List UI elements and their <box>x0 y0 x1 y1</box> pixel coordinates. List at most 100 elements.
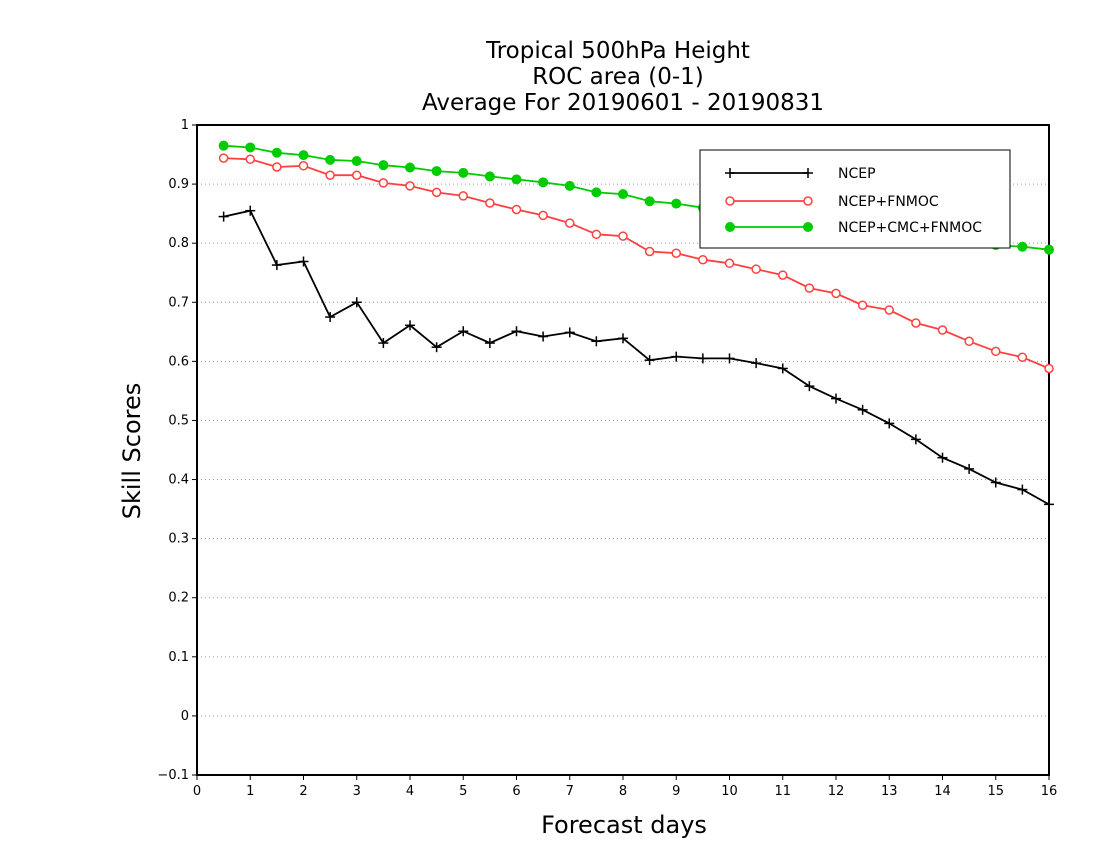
x-tick-label: 14 <box>934 784 951 799</box>
data-point <box>325 154 336 165</box>
chart-title-line-2: ROC area (0-1) <box>532 64 704 90</box>
data-point <box>618 333 628 344</box>
data-point <box>910 434 921 445</box>
data-point <box>1017 241 1028 252</box>
y-tick-label: −0.1 <box>157 768 189 783</box>
data-point <box>484 338 495 349</box>
chart-title-line-1: Tropical 500hPa Height <box>485 38 750 64</box>
data-point <box>245 142 256 153</box>
data-point <box>298 161 309 171</box>
data-point <box>778 270 788 280</box>
data-point <box>831 288 841 299</box>
data-point <box>751 264 761 274</box>
data-point <box>804 381 815 392</box>
x-tick-label: 15 <box>987 784 1004 799</box>
data-point <box>431 342 442 353</box>
data-point <box>351 156 362 167</box>
x-tick-label: 7 <box>566 784 574 799</box>
y-tick-label: 0 <box>181 709 189 724</box>
chart-title: Tropical 500hPa Height ROC area (0-1) Av… <box>422 38 824 116</box>
legend-marker <box>725 168 735 178</box>
series-line <box>223 209 1050 506</box>
x-tick-label: 10 <box>721 784 738 799</box>
data-point <box>538 177 549 188</box>
x-tick-label: 6 <box>512 784 520 799</box>
data-point <box>272 162 282 172</box>
data-point <box>405 320 415 331</box>
data-point <box>1044 363 1054 374</box>
data-point <box>431 187 442 198</box>
data-point <box>591 187 602 198</box>
legend-label: NCEP <box>838 166 876 182</box>
data-point <box>565 218 575 228</box>
data-point <box>777 363 788 374</box>
data-point <box>298 150 309 161</box>
legend-marker <box>725 222 735 232</box>
y-tick-label: 0.5 <box>168 413 189 428</box>
data-point <box>671 198 682 209</box>
data-point <box>378 178 389 188</box>
data-point <box>485 198 495 208</box>
legend-label: NCEP+FNMOC <box>838 194 939 210</box>
y-tick-label: 0.1 <box>168 650 189 665</box>
data-point <box>458 326 469 337</box>
data-point <box>458 191 468 201</box>
x-tick-label: 13 <box>881 784 898 799</box>
data-point <box>352 170 362 180</box>
y-axis-title: Skill Scores <box>118 383 146 520</box>
data-point <box>564 180 575 191</box>
data-point <box>325 312 336 323</box>
data-point <box>724 258 735 269</box>
data-point <box>1044 499 1054 510</box>
data-point <box>591 336 602 347</box>
data-point <box>671 248 681 258</box>
axes: −0.100.10.20.30.40.50.60.70.80.910 1 2 3 4 5 6… <box>157 118 1057 799</box>
x-axis-title: Forecast days <box>541 811 707 839</box>
data-point <box>1044 244 1054 255</box>
legend-box <box>699 149 1011 249</box>
x-tick-label: 11 <box>774 784 791 799</box>
legend-entry: NCEP <box>725 166 876 182</box>
legend-marker <box>803 168 813 178</box>
data-point <box>298 256 309 267</box>
data-point <box>245 205 256 216</box>
legend: NCEP NCEP+FNMOC NCEP+CMC+FNMOC <box>699 149 1011 249</box>
data-point <box>405 181 415 191</box>
data-point <box>937 452 948 463</box>
data-point <box>511 326 522 337</box>
data-point <box>751 358 762 369</box>
data-point <box>218 140 229 151</box>
data-point <box>538 210 548 221</box>
data-point <box>644 355 655 366</box>
data-point <box>271 147 282 158</box>
gridlines <box>197 183 1049 717</box>
data-point <box>564 327 575 338</box>
y-tick-label: 0.8 <box>168 236 189 251</box>
data-point <box>911 318 921 328</box>
x-tick-label: 16 <box>1041 784 1058 799</box>
x-tick-label: 3 <box>353 784 361 799</box>
data-point <box>937 325 948 335</box>
data-point <box>351 297 362 308</box>
data-point <box>405 162 415 173</box>
y-tick-label: 0.6 <box>168 354 189 369</box>
data-point <box>591 229 602 240</box>
data-point <box>618 189 628 200</box>
data-point <box>618 231 628 241</box>
legend-marker <box>803 196 813 206</box>
x-tick-label: 8 <box>619 784 627 799</box>
data-point <box>1017 484 1028 495</box>
data-point <box>671 351 682 362</box>
x-tick-label: 1 <box>246 784 254 799</box>
data-point <box>804 283 815 293</box>
y-tick-label: 0.7 <box>168 295 189 310</box>
y-tick-label: 0.2 <box>168 591 189 606</box>
x-tick-label: 2 <box>299 784 307 799</box>
chart-title-line-3: Average For 20190601 - 20190831 <box>422 90 824 116</box>
legend-marker <box>803 222 813 232</box>
legend-entry: NCEP+FNMOC <box>725 194 939 210</box>
data-point <box>644 196 655 207</box>
data-point <box>857 300 868 310</box>
x-tick-label: 5 <box>459 784 467 799</box>
